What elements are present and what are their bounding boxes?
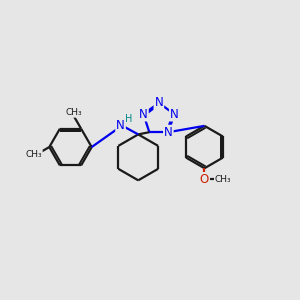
Text: CH₃: CH₃ — [65, 108, 82, 117]
Text: CH₃: CH₃ — [215, 175, 231, 184]
Text: N: N — [154, 96, 163, 110]
Text: O: O — [200, 173, 209, 186]
Text: N: N — [170, 108, 178, 121]
Text: CH₃: CH₃ — [25, 150, 42, 159]
Text: H: H — [125, 114, 132, 124]
Text: N: N — [139, 108, 148, 121]
Text: N: N — [116, 119, 125, 132]
Text: N: N — [164, 126, 173, 139]
